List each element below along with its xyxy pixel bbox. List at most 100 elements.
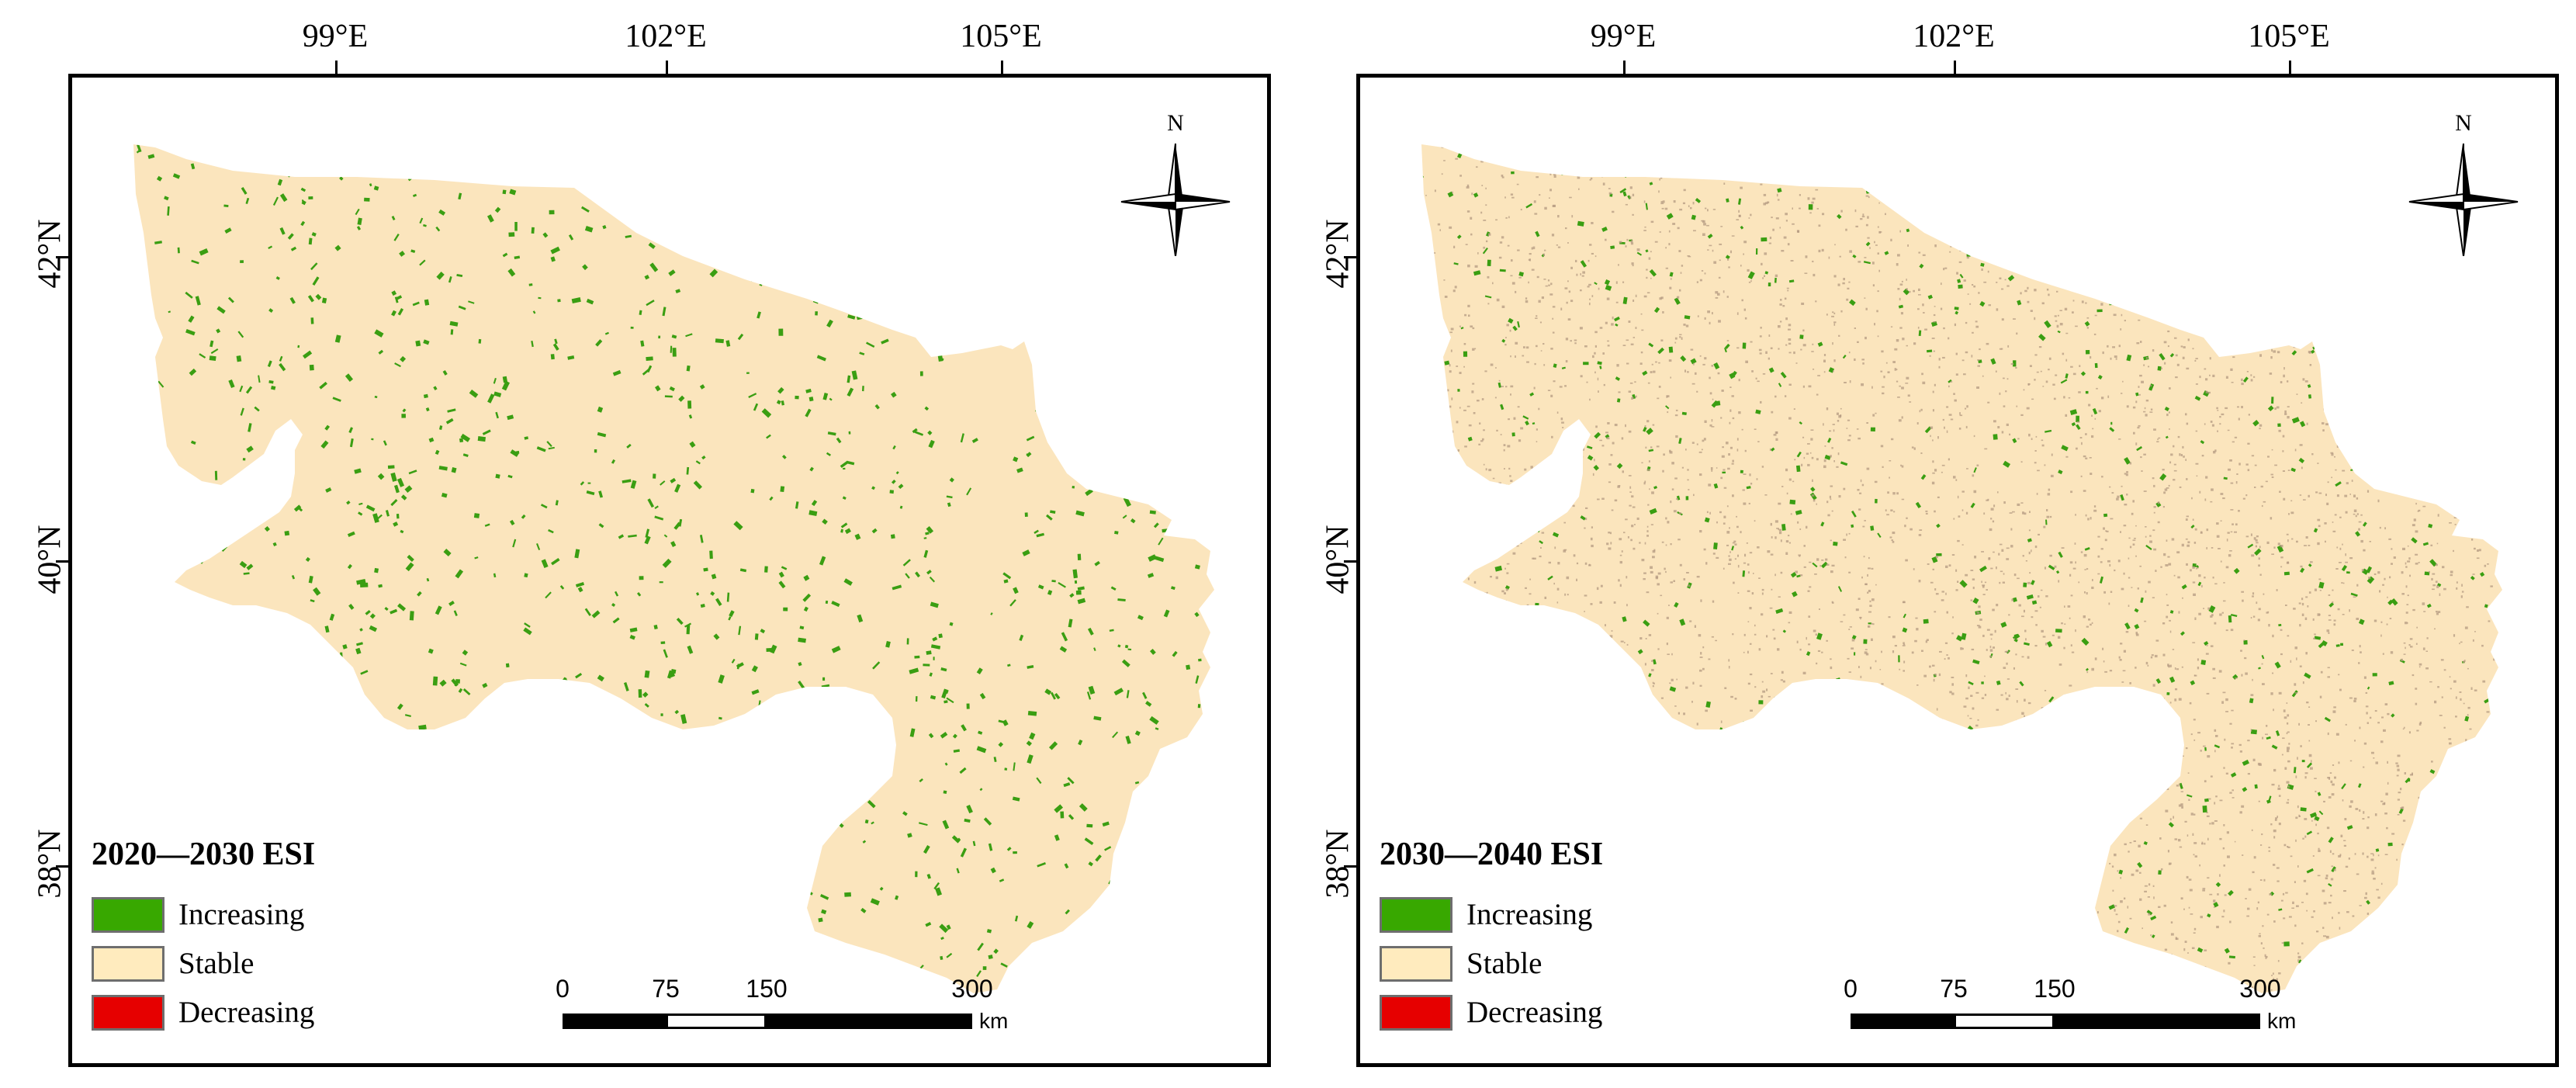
increasing-pixel [554,338,558,345]
mixed-pixel [2188,799,2190,801]
mixed-pixel [1556,587,1560,591]
increasing-pixel [949,622,954,626]
mixed-pixel [1709,165,1712,168]
mixed-pixel [1431,740,1433,743]
mixed-pixel [2054,565,2057,568]
mixed-pixel [2056,290,2058,293]
mixed-pixel [1901,280,1903,282]
mixed-pixel [2278,795,2281,797]
mixed-pixel [2400,788,2402,791]
increasing-pixel [949,477,954,483]
increasing-pixel [345,373,354,382]
mixed-pixel [2351,452,2353,456]
increasing-pixel [727,847,736,856]
mixed-pixel [2006,678,2010,680]
increasing-pixel [970,151,975,154]
increasing-pixel [799,237,808,248]
mixed-pixel [1527,702,1530,705]
increasing-pixel [2432,470,2436,476]
increasing-pixel [1652,659,1657,665]
mixed-pixel [1965,511,1968,515]
swatch-stable [92,945,164,982]
increasing-pixel [1722,471,1726,474]
increasing-pixel [1758,834,1764,840]
increasing-pixel [1795,510,1802,515]
increasing-pixel [536,966,545,972]
mixed-pixel [1831,315,1834,317]
mixed-pixel [1656,445,1660,448]
mixed-pixel [2472,573,2475,575]
mixed-pixel [1667,653,1670,655]
mixed-pixel [2443,433,2446,435]
mixed-pixel [1831,564,1835,567]
increasing-pixel [495,473,500,479]
increasing-pixel [535,682,542,687]
increasing-pixel [826,452,831,456]
increasing-pixel [1517,682,1522,688]
increasing-pixel [2044,320,2051,328]
increasing-pixel [415,340,421,347]
increasing-pixel [1629,697,1635,704]
mixed-pixel [2361,569,2364,572]
mixed-pixel [2287,749,2290,753]
increasing-pixel [239,385,244,393]
increasing-pixel [743,898,746,902]
mixed-pixel [2390,178,2394,180]
mixed-pixel [1687,969,1689,972]
mixed-pixel [2481,795,2485,798]
increasing-pixel [1870,525,1875,531]
increasing-pixel [1645,203,1648,210]
mixed-pixel [2192,833,2194,836]
mixed-pixel [1992,608,1995,612]
increasing-pixel [1622,616,1627,622]
increasing-pixel [757,311,761,319]
increasing-pixel [504,144,511,146]
mixed-pixel [1646,530,1649,532]
increasing-pixel [369,613,376,619]
mixed-pixel [1996,832,1999,836]
mixed-pixel [2188,906,2190,909]
increasing-pixel [435,449,440,456]
increasing-pixel [1936,553,1942,556]
increasing-pixel [857,614,864,623]
mixed-pixel [2309,265,2311,268]
mixed-pixel [2413,518,2416,521]
mixed-pixel [1706,224,1709,227]
mixed-pixel [1728,659,1730,662]
mixed-pixel [2290,511,2294,515]
increasing-pixel [940,358,944,361]
mixed-pixel [2039,606,2041,608]
increasing-pixel [559,691,566,699]
mixed-pixel [2252,256,2255,259]
increasing-pixel [1201,754,1208,761]
increasing-pixel [308,575,313,584]
mixed-pixel [2491,910,2495,912]
increasing-pixel [786,153,788,161]
increasing-pixel [1740,910,1746,913]
increasing-pixel [1864,848,1871,854]
increasing-pixel [2393,923,2396,928]
increasing-pixel [776,185,785,192]
increasing-pixel [1199,364,1207,369]
increasing-pixel [439,679,447,687]
mixed-pixel [2360,206,2362,208]
mixed-pixel [1591,252,1594,255]
mixed-pixel [1560,612,1563,615]
increasing-pixel [811,500,818,507]
mixed-pixel [1566,647,1568,650]
mixed-pixel [2498,469,2502,472]
increasing-pixel [803,913,808,920]
mixed-pixel [2392,952,2394,955]
mixed-pixel [1471,192,1473,196]
increasing-pixel [658,335,661,339]
mixed-pixel [2142,163,2145,166]
increasing-pixel [2494,391,2498,397]
increasing-pixel [1567,660,1574,667]
mixed-pixel [1466,210,1470,213]
mixed-pixel [1626,604,1628,607]
increasing-pixel [1525,203,1533,209]
mixed-pixel [2443,384,2446,386]
mixed-pixel [2017,438,2020,440]
increasing-pixel [2065,373,2069,379]
mixed-pixel [1754,996,1756,998]
